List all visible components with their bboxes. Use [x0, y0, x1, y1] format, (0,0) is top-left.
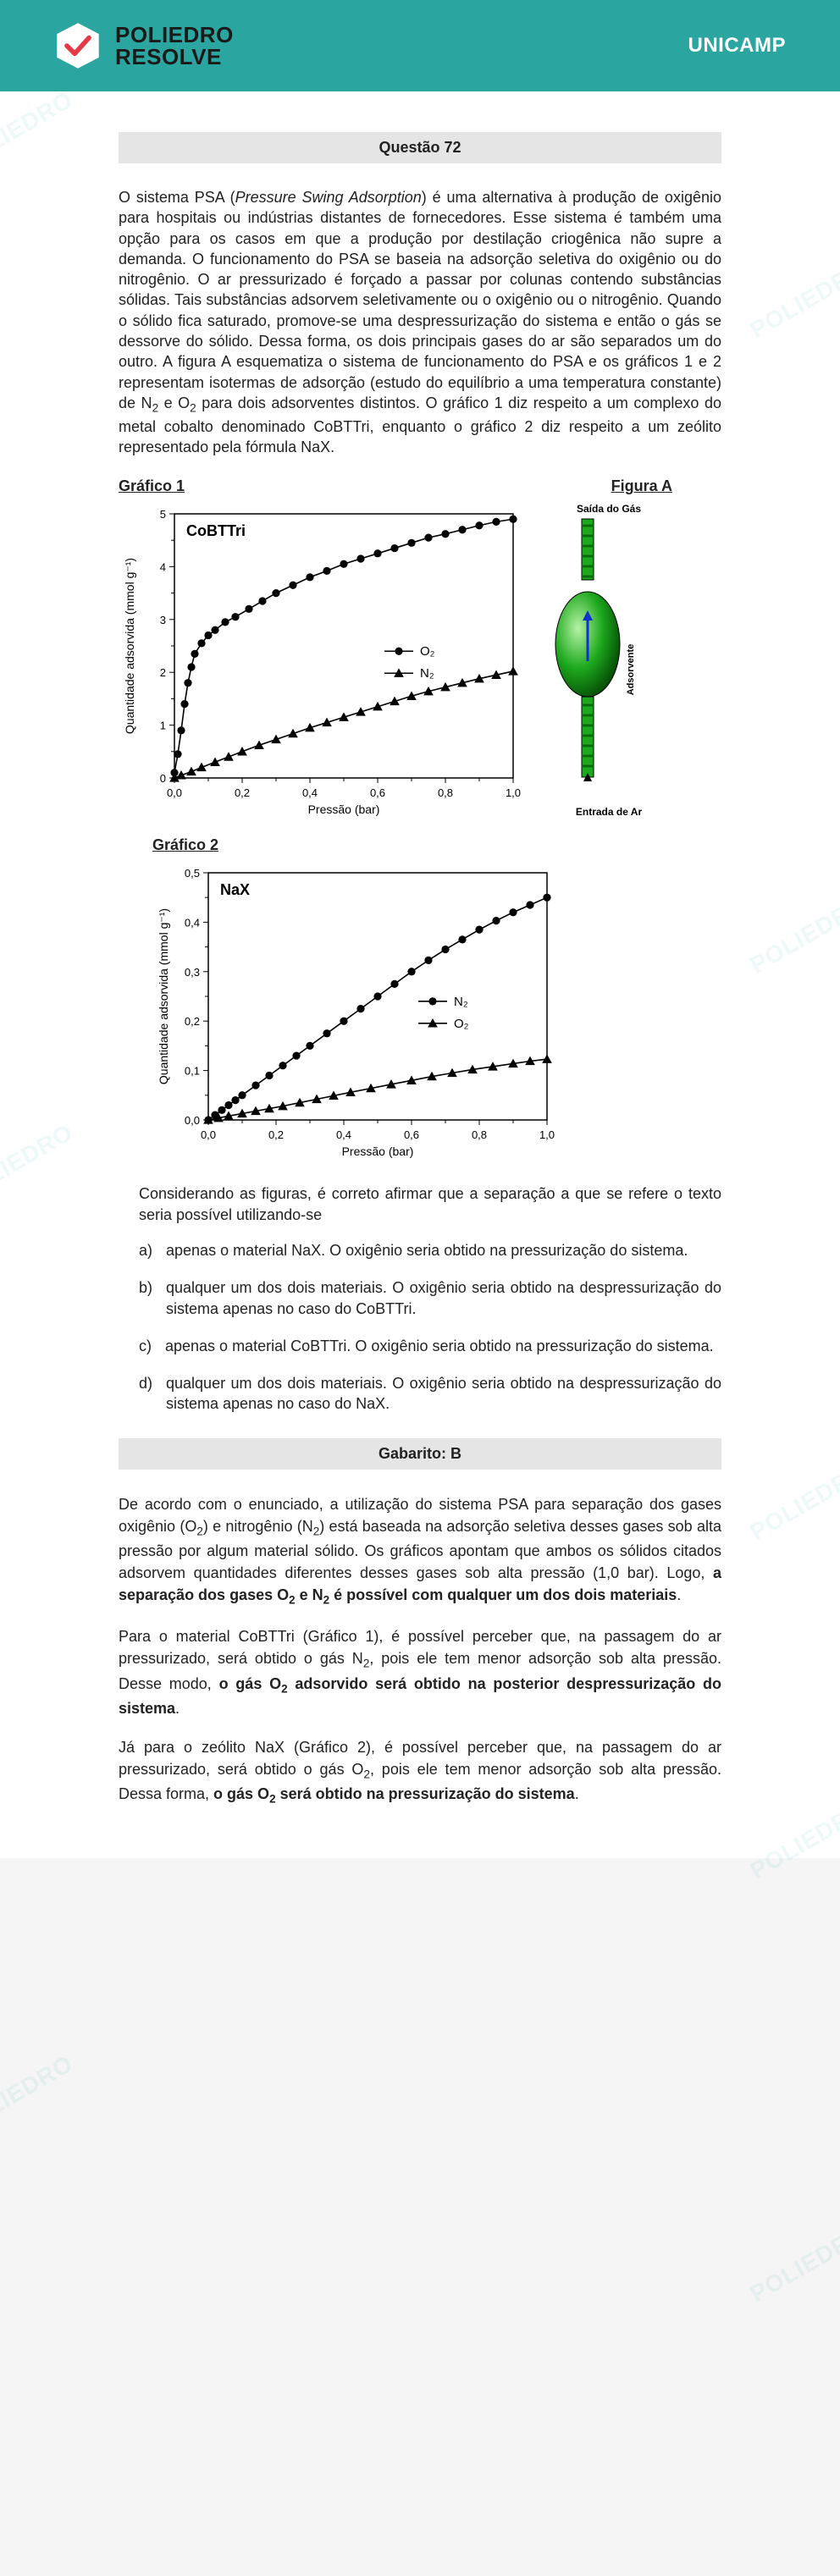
chart2-wrap: Gráfico 2 0,0 0,2 0,4 0,6 0,8 1,0 0,0 0,1 0,2 0,3… — [152, 836, 721, 1168]
svg-text:1,0: 1,0 — [506, 786, 521, 799]
chart1: 0,0 0,2 0,4 0,6 0,8 1,0 0 1 2 3 4 5 Pressão (bar) Qua… — [119, 500, 525, 826]
svg-text:N₂: N₂ — [454, 995, 468, 1009]
watermark: POLIEDRO — [745, 1458, 840, 1547]
svg-text:2: 2 — [160, 667, 166, 680]
svg-text:0,4: 0,4 — [185, 917, 200, 929]
svg-text:0,2: 0,2 — [268, 1128, 284, 1141]
option-text: apenas o material NaX. O oxigênio seria … — [166, 1240, 721, 1260]
svg-text:N₂: N₂ — [420, 667, 434, 681]
option: d) qualquer um dos dois materiais. O oxig… — [139, 1373, 721, 1415]
brand: POLIEDRO RESOLVE — [54, 22, 234, 69]
watermark: POLIEDRO — [745, 1796, 840, 1885]
option-text: apenas o material CoBTTri. O oxigênio se… — [165, 1336, 721, 1356]
answer-para: Para o material CoBTTri (Gráfico 1), é p… — [119, 1625, 721, 1719]
option-label: a) — [139, 1240, 152, 1260]
watermark: POLIEDRO — [745, 891, 840, 979]
brand-line2: RESOLVE — [115, 46, 234, 68]
svg-text:0: 0 — [160, 772, 166, 785]
svg-text:Quantidade adsorvida (mmol g⁻¹: Quantidade adsorvida (mmol g⁻¹) — [157, 908, 170, 1084]
option-label: b) — [139, 1277, 152, 1319]
option: c) apenas o material CoBTTri. O oxigênio … — [139, 1336, 721, 1356]
option-label: d) — [139, 1373, 152, 1415]
svg-text:0,3: 0,3 — [185, 966, 200, 979]
svg-text:5: 5 — [160, 508, 166, 521]
svg-text:Adsorvente: Adsorvente — [626, 644, 636, 696]
chart2: 0,0 0,2 0,4 0,6 0,8 1,0 0,0 0,1 0,2 0,3 0,4 0,5 Pres… — [152, 859, 721, 1168]
svg-text:Quantidade adsorvida (mmol g⁻¹: Quantidade adsorvida (mmol g⁻¹) — [123, 558, 136, 734]
svg-text:0,0: 0,0 — [185, 1114, 200, 1127]
svg-text:3: 3 — [160, 614, 166, 626]
svg-text:O₂: O₂ — [420, 645, 435, 659]
svg-text:1,0: 1,0 — [539, 1128, 555, 1141]
options-list: a) apenas o material NaX. O oxigênio seri… — [139, 1240, 721, 1415]
logo-hexagon-icon — [54, 22, 102, 69]
figA-svg: Saída do Gás Entrada de Ar Adsorvente — [545, 500, 672, 826]
watermark: POLIEDRO — [0, 86, 78, 175]
brand-text: POLIEDRO RESOLVE — [115, 24, 234, 68]
svg-text:O₂: O₂ — [454, 1017, 469, 1031]
exam-name: UNICAMP — [688, 34, 787, 58]
watermark: POLIEDRO — [745, 256, 840, 345]
svg-text:Saída do Gás: Saída do Gás — [577, 503, 641, 515]
svg-text:0,5: 0,5 — [185, 867, 200, 880]
svg-text:CoBTTri: CoBTTri — [186, 522, 246, 539]
answer-explanation: De acordo com o enunciado, a utilização … — [119, 1493, 721, 1808]
svg-text:0,4: 0,4 — [336, 1128, 351, 1141]
header: POLIEDRO RESOLVE UNICAMP — [0, 0, 840, 91]
svg-text:Pressão (bar): Pressão (bar) — [308, 803, 380, 816]
answer-para: De acordo com o enunciado, a utilização … — [119, 1493, 721, 1609]
svg-text:0,8: 0,8 — [438, 786, 453, 799]
chart1-wrap: Gráfico 1 0,0 0,2 0,4 0,6 0,8 1,0 0 1 2 3 4 5 Pressã… — [119, 477, 525, 826]
question-prompt: Considerando as figuras, é correto afirm… — [139, 1183, 721, 1225]
svg-text:0,0: 0,0 — [201, 1128, 216, 1141]
option-text: qualquer um dos dois materiais. O oxigên… — [166, 1277, 721, 1319]
figA-label: Figura A — [611, 477, 672, 495]
chart2-label: Gráfico 2 — [152, 836, 721, 854]
answer-para: Já para o zeólito NaX (Gráfico 2), é pos… — [119, 1736, 721, 1807]
svg-text:0,0: 0,0 — [167, 786, 182, 799]
watermark: POLIEDRO — [745, 2220, 840, 2308]
question-bar: Questão 72 — [119, 132, 721, 163]
svg-text:0,2: 0,2 — [185, 1016, 200, 1029]
svg-text:0,6: 0,6 — [370, 786, 385, 799]
watermark: POLIEDRO — [0, 1119, 78, 1208]
option-label: c) — [139, 1336, 152, 1356]
answer-bar: Gabarito: B — [119, 1438, 721, 1470]
brand-line1: POLIEDRO — [115, 24, 234, 46]
chart1-label: Gráfico 1 — [119, 477, 525, 495]
svg-text:Pressão (bar): Pressão (bar) — [342, 1145, 414, 1158]
option: b) qualquer um dos dois materiais. O oxig… — [139, 1277, 721, 1319]
option-text: qualquer um dos dois materiais. O oxigên… — [166, 1373, 721, 1415]
content-area: POLIEDRO POLIEDRO POLIEDRO POLIEDRO POLI… — [0, 91, 840, 1858]
svg-text:0,1: 0,1 — [185, 1065, 200, 1078]
svg-text:4: 4 — [160, 561, 166, 574]
option: a) apenas o material NaX. O oxigênio seri… — [139, 1240, 721, 1260]
svg-text:0,4: 0,4 — [302, 786, 318, 799]
svg-text:Entrada de Ar: Entrada de Ar — [576, 806, 643, 818]
svg-text:0,6: 0,6 — [404, 1128, 419, 1141]
svg-text:0,2: 0,2 — [235, 786, 250, 799]
figure-a: Figura A Saída do Gás Entrada de Ar Adsorv… — [545, 477, 672, 826]
svg-text:0,8: 0,8 — [472, 1128, 487, 1141]
question-text: O sistema PSA (Pressure Swing Adsorption… — [119, 187, 721, 457]
watermark: POLIEDRO — [0, 2050, 78, 2139]
svg-text:NaX: NaX — [220, 881, 250, 898]
svg-text:1: 1 — [160, 720, 166, 732]
